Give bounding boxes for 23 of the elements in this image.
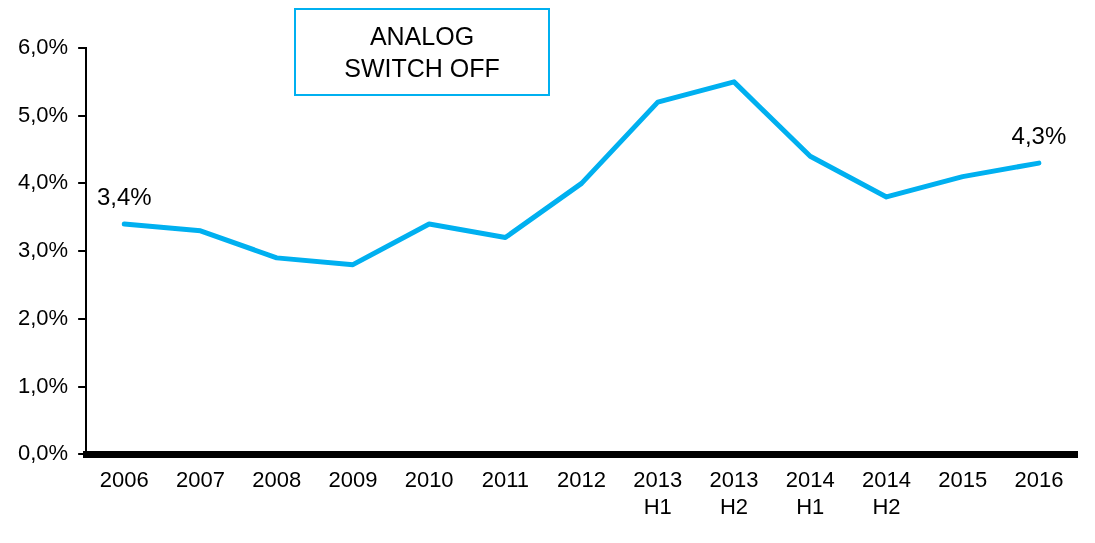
x-tick-label: 2014 H2 [861,467,911,519]
data-label: 4,3% [1011,121,1067,149]
x-tick-label: 2014 H1 [785,467,835,519]
x-tick-label: 2009 [328,467,378,493]
x-tick-label: 2016 [1014,467,1064,493]
x-tick-label: 2012 [557,467,607,493]
y-tick-label: 6,0% [17,34,69,60]
y-tick-label: 2,0% [17,304,69,330]
x-tick-label: 2006 [99,467,149,493]
x-tick-label: 2010 [404,467,454,493]
y-tick-label: 5,0% [17,101,69,127]
callout-box: ANALOG SWITCH OFF [294,8,550,96]
x-tick-label: 2013 H1 [633,467,683,519]
x-tick-label: 2008 [252,467,302,493]
y-tick-label: 3,0% [17,237,69,263]
y-tick-label: 0,0% [17,440,69,466]
x-tick-label: 2011 [481,467,530,493]
data-label: 3,4% [96,182,152,210]
x-tick-label: 2013 H2 [709,467,759,519]
x-tick-label: 2007 [176,467,225,493]
y-tick-label: 1,0% [17,372,69,398]
y-tick-label: 4,0% [17,169,69,195]
x-tick-label: 2015 [938,467,988,493]
